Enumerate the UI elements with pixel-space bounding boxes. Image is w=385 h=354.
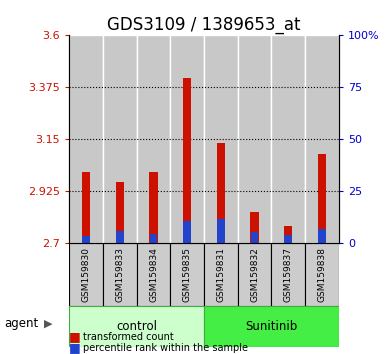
Text: ■: ■ — [69, 331, 81, 343]
Bar — [284, 226, 293, 243]
Bar — [183, 221, 191, 243]
Text: ■: ■ — [69, 341, 81, 354]
Bar — [170, 35, 204, 243]
Text: GSM159837: GSM159837 — [284, 247, 293, 302]
Bar — [285, 235, 292, 243]
Bar — [183, 78, 191, 243]
Text: transformed count: transformed count — [83, 332, 174, 342]
Text: GSM159833: GSM159833 — [116, 247, 124, 302]
Bar — [116, 230, 124, 243]
Bar — [69, 35, 103, 243]
Bar — [217, 219, 225, 243]
Bar — [149, 172, 158, 243]
Text: Sunitinib: Sunitinib — [245, 320, 298, 333]
Bar — [103, 35, 137, 243]
Bar — [103, 243, 137, 306]
Text: GSM159830: GSM159830 — [82, 247, 90, 302]
Bar — [137, 243, 170, 306]
Bar — [69, 306, 204, 347]
Text: GSM159835: GSM159835 — [183, 247, 192, 302]
Bar — [170, 243, 204, 306]
Bar — [82, 172, 90, 243]
Bar — [204, 306, 339, 347]
Bar — [250, 212, 259, 243]
Bar — [82, 236, 90, 243]
Bar — [150, 234, 157, 243]
Text: GSM159838: GSM159838 — [318, 247, 326, 302]
Bar — [251, 232, 258, 243]
Bar — [238, 35, 271, 243]
Bar — [271, 243, 305, 306]
Bar — [116, 182, 124, 243]
Text: GSM159832: GSM159832 — [250, 247, 259, 302]
Text: GSM159831: GSM159831 — [216, 247, 225, 302]
Text: agent: agent — [4, 318, 38, 330]
Bar — [271, 35, 305, 243]
Text: percentile rank within the sample: percentile rank within the sample — [83, 343, 248, 353]
Bar — [318, 229, 326, 243]
Text: ▶: ▶ — [44, 319, 53, 329]
Text: GSM159834: GSM159834 — [149, 247, 158, 302]
Bar — [204, 243, 238, 306]
Text: control: control — [116, 320, 157, 333]
Bar — [204, 35, 238, 243]
Bar — [137, 35, 170, 243]
Bar — [305, 35, 339, 243]
Bar — [318, 154, 326, 243]
Title: GDS3109 / 1389653_at: GDS3109 / 1389653_at — [107, 16, 301, 34]
Bar — [305, 243, 339, 306]
Bar — [217, 143, 225, 243]
Bar — [238, 243, 271, 306]
Bar — [69, 243, 103, 306]
